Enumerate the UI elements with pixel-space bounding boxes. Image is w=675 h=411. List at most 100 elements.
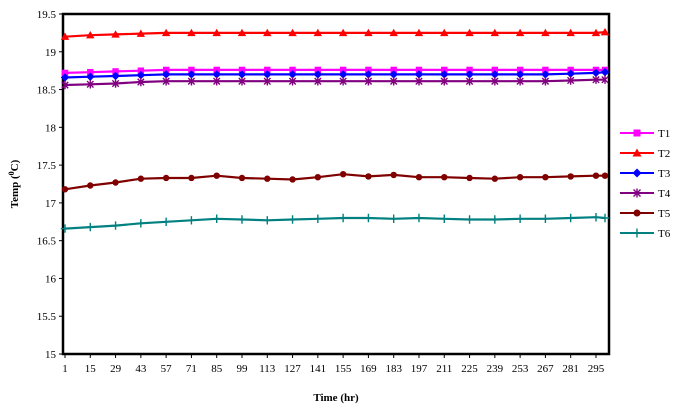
data-point	[112, 68, 119, 75]
x-tick-label: 15	[85, 363, 97, 375]
data-point	[516, 77, 524, 86]
data-point	[414, 213, 424, 223]
data-point	[441, 174, 448, 181]
legend-label: T5	[658, 208, 671, 220]
data-point	[338, 28, 348, 37]
data-point	[86, 222, 95, 232]
data-point	[313, 70, 323, 79]
legend-label: T3	[658, 168, 671, 180]
data-point	[389, 70, 398, 79]
data-point	[213, 77, 221, 86]
data-point	[213, 66, 220, 74]
data-point	[465, 70, 474, 79]
data-point	[237, 70, 247, 79]
x-tick-label: 295	[588, 363, 605, 375]
data-point	[162, 77, 170, 86]
x-tick-label: 183	[385, 363, 402, 375]
data-point	[601, 172, 609, 179]
y-tick-label: 18	[45, 122, 57, 134]
data-point	[237, 28, 247, 37]
data-point	[415, 66, 423, 74]
y-axis-title: Temp (0C)	[7, 159, 21, 208]
data-point	[187, 77, 196, 86]
data-point	[566, 28, 575, 37]
series-t5	[61, 170, 609, 193]
legend-marker	[632, 228, 642, 238]
data-point	[365, 66, 372, 74]
series-t2	[60, 27, 610, 40]
series-t1	[61, 66, 609, 77]
data-point	[542, 174, 549, 181]
y-axis-title-sup: 0	[7, 171, 16, 175]
data-point	[60, 32, 70, 40]
data-point	[516, 66, 524, 74]
y-tick-label: 15	[45, 349, 57, 361]
data-point	[289, 66, 296, 74]
data-point	[111, 71, 120, 81]
y-tick-label: 16	[45, 273, 57, 285]
x-tick-label: 281	[562, 363, 579, 375]
legend-item-t6: T6	[620, 228, 671, 240]
data-point	[515, 28, 525, 37]
data-point	[314, 66, 322, 74]
x-tick-label: 253	[512, 363, 529, 375]
data-point	[314, 77, 322, 86]
data-point	[541, 214, 550, 223]
y-tick-label: 17	[45, 198, 57, 210]
data-point	[111, 30, 120, 38]
data-point	[390, 77, 398, 86]
data-point	[237, 215, 247, 224]
data-point	[313, 214, 323, 223]
data-point	[465, 28, 474, 37]
x-tick-label: 197	[411, 363, 428, 375]
legend-label: T1	[658, 128, 670, 140]
data-point	[60, 224, 70, 233]
series-t3	[60, 67, 610, 82]
data-point	[365, 173, 372, 180]
data-point	[566, 76, 575, 85]
y-tick-label: 19.5	[37, 9, 57, 21]
x-tick-label: 85	[211, 363, 223, 375]
y-tick-label: 18.5	[37, 85, 57, 97]
data-point	[541, 77, 550, 86]
x-tick-label: 141	[310, 363, 327, 375]
data-point	[440, 70, 449, 79]
data-point	[490, 70, 500, 79]
data-point	[86, 30, 95, 39]
data-point	[390, 66, 397, 74]
legend-item-t1: T1	[620, 128, 670, 140]
data-point	[136, 219, 146, 228]
data-point	[238, 174, 246, 182]
data-point	[212, 214, 221, 223]
series-t4	[61, 75, 609, 90]
data-point	[515, 214, 525, 223]
data-point	[338, 70, 348, 79]
data-point	[187, 28, 196, 37]
data-point	[566, 213, 575, 223]
data-point	[364, 77, 373, 86]
x-tick-label: 99	[236, 363, 248, 375]
legend-marker	[633, 188, 641, 198]
legend-item-t5: T5	[620, 208, 671, 220]
legend-label: T2	[658, 148, 670, 160]
data-point	[136, 29, 146, 37]
data-point	[516, 174, 524, 181]
data-point	[86, 80, 94, 89]
data-point	[592, 75, 600, 84]
data-point	[263, 77, 271, 86]
plot-area	[61, 12, 611, 356]
data-point	[389, 28, 398, 37]
y-tick-label: 15.5	[37, 311, 57, 323]
data-point	[364, 213, 373, 223]
data-point	[212, 28, 221, 37]
data-point	[466, 174, 473, 182]
x-tick-label: 127	[284, 363, 301, 375]
data-point	[541, 28, 550, 37]
y-axis-title-main: Temp (	[9, 175, 21, 208]
data-point	[314, 174, 322, 181]
data-point	[491, 66, 499, 74]
data-point	[213, 172, 220, 179]
legend-label: T4	[658, 188, 671, 200]
x-tick-label: 29	[110, 363, 122, 375]
